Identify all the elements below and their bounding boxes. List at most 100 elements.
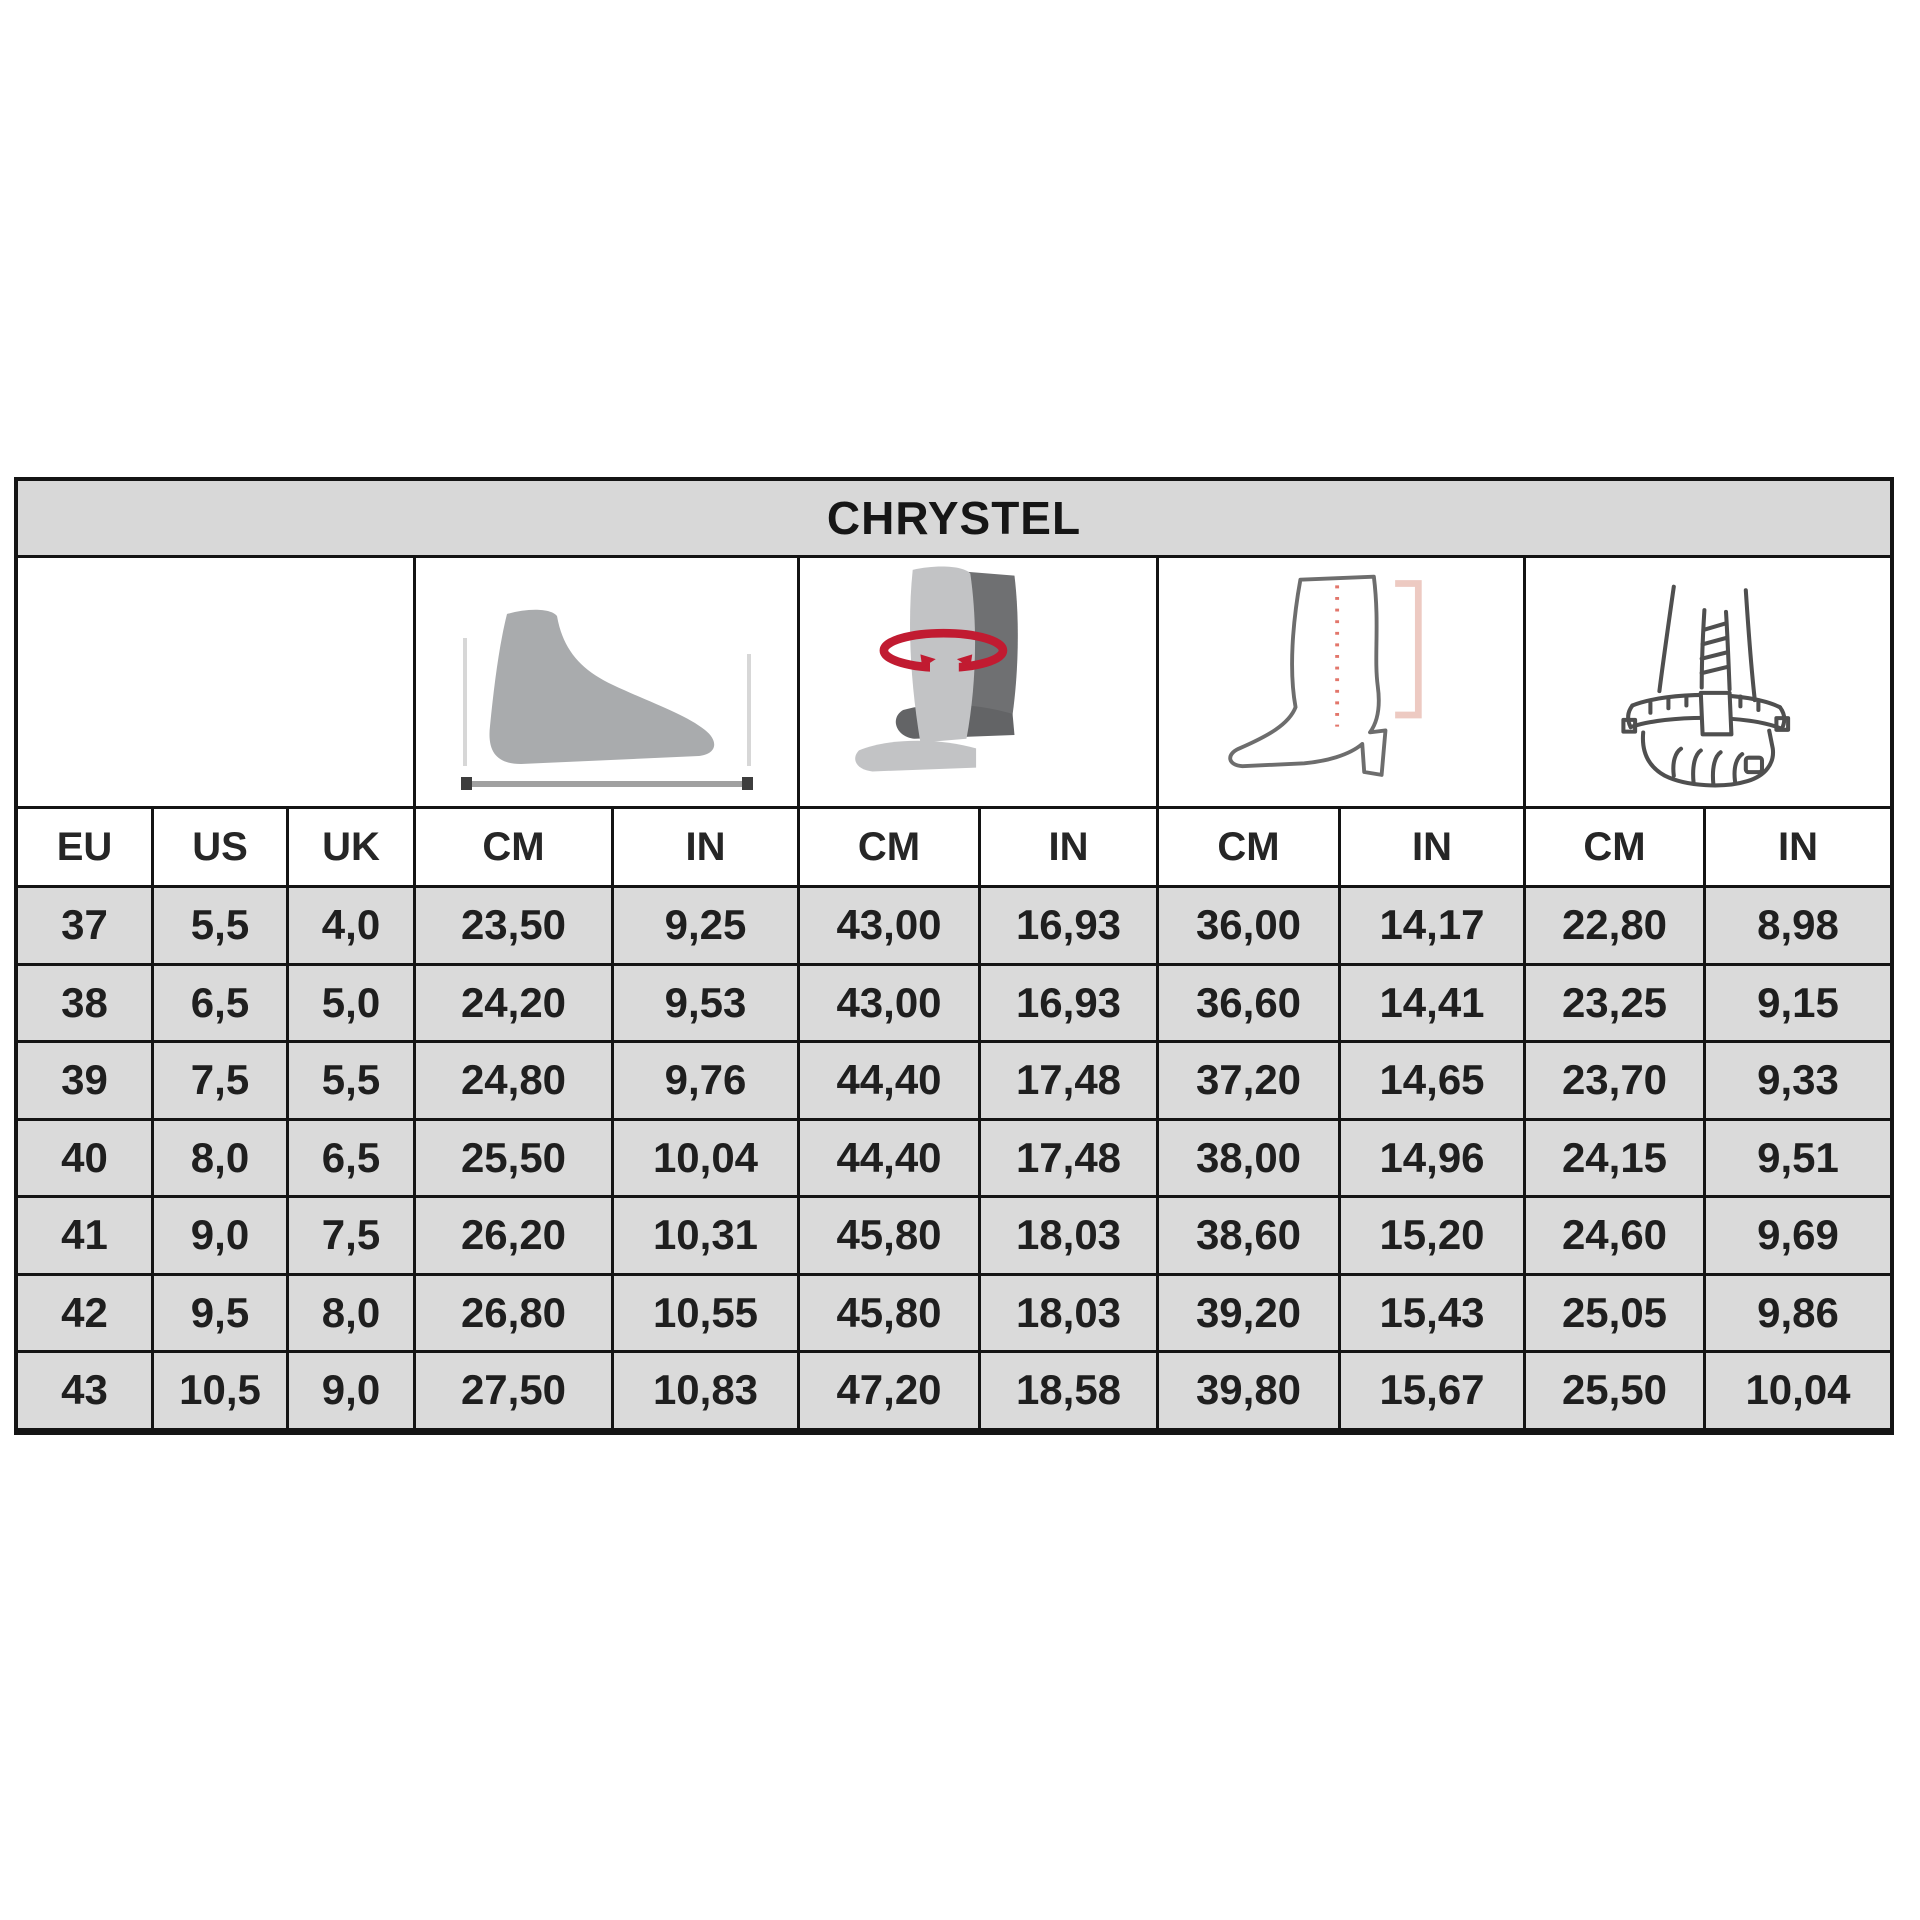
boot-shaft-height-icon-cell bbox=[1159, 558, 1523, 806]
table-cell-row5-col8: 15,43 bbox=[1341, 1275, 1523, 1350]
foot-length-icon-cell bbox=[416, 558, 797, 806]
table-cell-row1-col6: 16,93 bbox=[981, 965, 1156, 1040]
table-cell-row6-col8: 15,67 bbox=[1341, 1353, 1523, 1428]
table-cell-row2-col1: 7,5 bbox=[154, 1043, 286, 1118]
table-cell-row4-col4: 10,31 bbox=[614, 1198, 797, 1273]
column-header-shaft-in: IN bbox=[1341, 809, 1523, 885]
table-cell-row1-col4: 9,53 bbox=[614, 965, 797, 1040]
table-cell-row3-col10: 9,51 bbox=[1706, 1120, 1890, 1195]
table-cell-row6-col9: 25,50 bbox=[1526, 1353, 1703, 1428]
table-cell-row2-col3: 24,80 bbox=[416, 1043, 611, 1118]
table-cell-row2-col8: 14,65 bbox=[1341, 1043, 1523, 1118]
table-cell-row0-col3: 23,50 bbox=[416, 888, 611, 963]
table-cell-row3-col7: 38,00 bbox=[1159, 1120, 1338, 1195]
table-cell-row6-col1: 10,5 bbox=[154, 1353, 286, 1428]
column-header-us: US bbox=[154, 809, 286, 885]
table-cell-row0-col4: 9,25 bbox=[614, 888, 797, 963]
table-cell-row2-col9: 23,70 bbox=[1526, 1043, 1703, 1118]
size-columns-blank-cell bbox=[18, 558, 413, 806]
column-header-circumference-cm: CM bbox=[1526, 809, 1703, 885]
table-cell-row0-col5: 43,00 bbox=[800, 888, 978, 963]
table-cell-row5-col10: 9,86 bbox=[1706, 1275, 1890, 1350]
table-cell-row6-col0: 43 bbox=[18, 1353, 151, 1428]
table-cell-row6-col4: 10,83 bbox=[614, 1353, 797, 1428]
table-cell-row6-col10: 10,04 bbox=[1706, 1353, 1890, 1428]
table-cell-row5-col5: 45,80 bbox=[800, 1275, 978, 1350]
table-cell-row3-col5: 44,40 bbox=[800, 1120, 978, 1195]
table-cell-row5-col9: 25,05 bbox=[1526, 1275, 1703, 1350]
table-cell-row5-col6: 18,03 bbox=[981, 1275, 1156, 1350]
foot-length-icon bbox=[442, 606, 772, 806]
table-cell-row4-col10: 9,69 bbox=[1706, 1198, 1890, 1273]
table-title: CHRYSTEL bbox=[18, 481, 1890, 555]
table-cell-row4-col7: 38,60 bbox=[1159, 1198, 1338, 1273]
table-cell-row2-col6: 17,48 bbox=[981, 1043, 1156, 1118]
foot-circumference-icon-cell bbox=[1526, 558, 1890, 806]
table-cell-row3-col1: 8,0 bbox=[154, 1120, 286, 1195]
table-cell-row6-col7: 39,80 bbox=[1159, 1353, 1338, 1428]
table-cell-row0-col7: 36,00 bbox=[1159, 888, 1338, 963]
table-cell-row3-col2: 6,5 bbox=[289, 1120, 413, 1195]
table-cell-row6-col2: 9,0 bbox=[289, 1353, 413, 1428]
table-cell-row1-col8: 14,41 bbox=[1341, 965, 1523, 1040]
table-cell-row1-col7: 36,60 bbox=[1159, 965, 1338, 1040]
table-cell-row2-col10: 9,33 bbox=[1706, 1043, 1890, 1118]
table-cell-row4-col6: 18,03 bbox=[981, 1198, 1156, 1273]
table-cell-row1-col3: 24,20 bbox=[416, 965, 611, 1040]
column-header-calf-in: IN bbox=[981, 809, 1156, 885]
table-cell-row0-col0: 37 bbox=[18, 888, 151, 963]
table-cell-row4-col2: 7,5 bbox=[289, 1198, 413, 1273]
table-cell-row3-col8: 14,96 bbox=[1341, 1120, 1523, 1195]
table-cell-row5-col4: 10,55 bbox=[614, 1275, 797, 1350]
column-header-circumference-in: IN bbox=[1706, 809, 1890, 885]
table-cell-row4-col0: 41 bbox=[18, 1198, 151, 1273]
column-header-shaft-cm: CM bbox=[1159, 809, 1338, 885]
size-chart-table: CHRYSTEL bbox=[14, 477, 1894, 1435]
table-cell-row1-col5: 43,00 bbox=[800, 965, 978, 1040]
foot-circumference-icon bbox=[1573, 578, 1843, 806]
table-cell-row3-col0: 40 bbox=[18, 1120, 151, 1195]
table-cell-row5-col0: 42 bbox=[18, 1275, 151, 1350]
boot-shaft-height-icon bbox=[1196, 564, 1486, 806]
table-cell-row3-col9: 24,15 bbox=[1526, 1120, 1703, 1195]
table-cell-row0-col9: 22,80 bbox=[1526, 888, 1703, 963]
table-cell-row5-col2: 8,0 bbox=[289, 1275, 413, 1350]
table-cell-row2-col5: 44,40 bbox=[800, 1043, 978, 1118]
table-cell-row0-col1: 5,5 bbox=[154, 888, 286, 963]
table-cell-row5-col7: 39,20 bbox=[1159, 1275, 1338, 1350]
column-header-foot-length-in: IN bbox=[614, 809, 797, 885]
table-cell-row0-col6: 16,93 bbox=[981, 888, 1156, 963]
table-cell-row0-col10: 8,98 bbox=[1706, 888, 1890, 963]
table-cell-row4-col3: 26,20 bbox=[416, 1198, 611, 1273]
table-cell-row1-col0: 38 bbox=[18, 965, 151, 1040]
table-cell-row1-col1: 6,5 bbox=[154, 965, 286, 1040]
table-cell-row2-col2: 5,5 bbox=[289, 1043, 413, 1118]
calf-circumference-icon bbox=[853, 566, 1103, 806]
table-cell-row1-col10: 9,15 bbox=[1706, 965, 1890, 1040]
table-cell-row3-col4: 10,04 bbox=[614, 1120, 797, 1195]
column-header-calf-cm: CM bbox=[800, 809, 978, 885]
table-cell-row4-col8: 15,20 bbox=[1341, 1198, 1523, 1273]
table-cell-row3-col6: 17,48 bbox=[981, 1120, 1156, 1195]
table-cell-row0-col8: 14,17 bbox=[1341, 888, 1523, 963]
table-cell-row2-col4: 9,76 bbox=[614, 1043, 797, 1118]
table-cell-row0-col2: 4,0 bbox=[289, 888, 413, 963]
column-header-foot-length-cm: CM bbox=[416, 809, 611, 885]
table-cell-row2-col0: 39 bbox=[18, 1043, 151, 1118]
table-cell-row6-col3: 27,50 bbox=[416, 1353, 611, 1428]
table-cell-row4-col5: 45,80 bbox=[800, 1198, 978, 1273]
table-cell-row4-col1: 9,0 bbox=[154, 1198, 286, 1273]
column-header-eu: EU bbox=[18, 809, 151, 885]
table-cell-row2-col7: 37,20 bbox=[1159, 1043, 1338, 1118]
column-header-uk: UK bbox=[289, 809, 413, 885]
table-cell-row6-col5: 47,20 bbox=[800, 1353, 978, 1428]
table-cell-row1-col9: 23,25 bbox=[1526, 965, 1703, 1040]
table-cell-row4-col9: 24,60 bbox=[1526, 1198, 1703, 1273]
calf-circumference-icon-cell bbox=[800, 558, 1156, 806]
table-cell-row1-col2: 5,0 bbox=[289, 965, 413, 1040]
table-cell-row5-col3: 26,80 bbox=[416, 1275, 611, 1350]
table-cell-row3-col3: 25,50 bbox=[416, 1120, 611, 1195]
table-cell-row5-col1: 9,5 bbox=[154, 1275, 286, 1350]
table-cell-row6-col6: 18,58 bbox=[981, 1353, 1156, 1428]
